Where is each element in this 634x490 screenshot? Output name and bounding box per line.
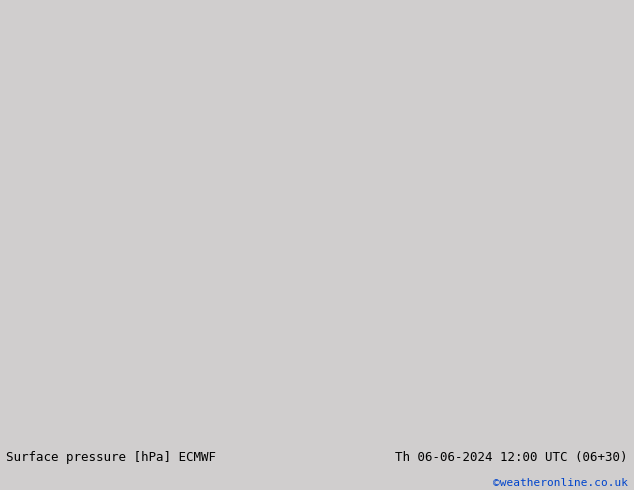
Text: ©weatheronline.co.uk: ©weatheronline.co.uk	[493, 477, 628, 488]
Text: Th 06-06-2024 12:00 UTC (06+30): Th 06-06-2024 12:00 UTC (06+30)	[395, 451, 628, 464]
Text: Surface pressure [hPa] ECMWF: Surface pressure [hPa] ECMWF	[6, 451, 216, 464]
